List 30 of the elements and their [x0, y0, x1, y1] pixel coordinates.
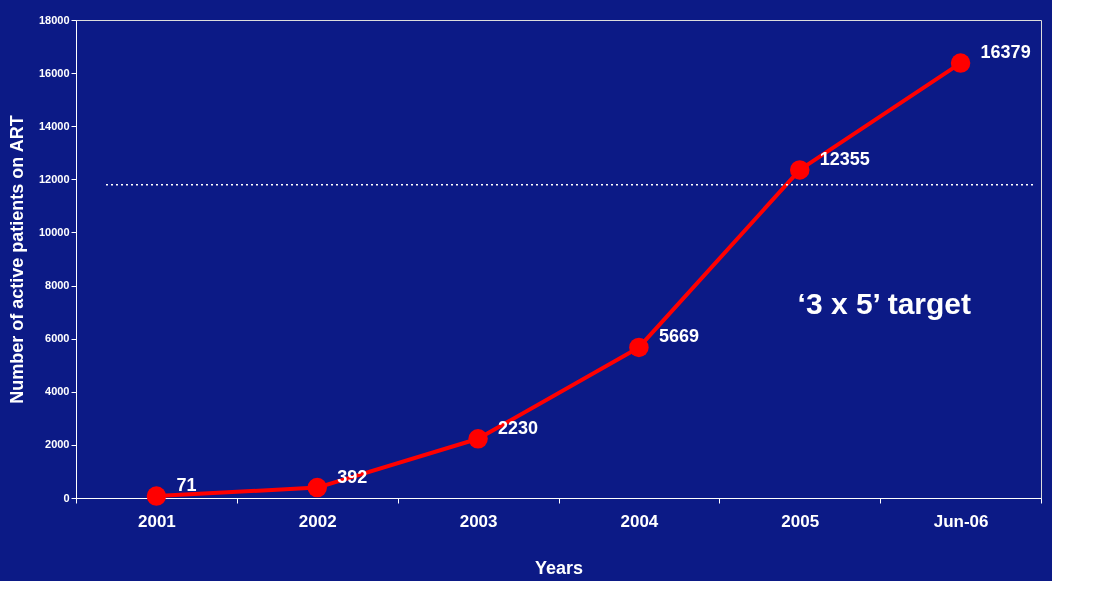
x-tick-label: 2001 — [138, 511, 176, 531]
point — [146, 486, 167, 506]
y-tick-label: 10000 — [38, 225, 70, 238]
y-tick-label: 16000 — [38, 66, 70, 79]
x-tick-label: 2005 — [781, 511, 820, 531]
y-tick-label: 2000 — [45, 438, 70, 451]
point — [629, 337, 649, 358]
y-tick-label: 8000 — [45, 279, 70, 292]
x-axis-title: Years — [534, 557, 584, 578]
data-label: 2230 — [498, 417, 539, 438]
x-tick-label: Jun-06 — [933, 511, 989, 531]
y-tick-label: 12000 — [38, 172, 70, 185]
data-label: 5669 — [658, 326, 699, 347]
point — [790, 160, 810, 180]
point — [468, 429, 488, 449]
x-tick-label: 2003 — [459, 511, 498, 531]
y-tick-label: 0 — [63, 491, 70, 504]
data-label: 16379 — [980, 42, 1031, 63]
x-tick-label: 2002 — [298, 511, 337, 531]
point — [950, 53, 971, 73]
data-label: 12355 — [819, 148, 870, 169]
y-tick-label: 14000 — [38, 119, 70, 132]
point — [307, 477, 327, 498]
y-axis-title: Number of active patients on ART — [6, 115, 27, 404]
ref-line-label: ‘3 x 5’ target — [797, 286, 971, 320]
x-tick-label: 2004 — [620, 511, 659, 531]
y-tick-label: 6000 — [45, 332, 70, 345]
y-tick-label: 4000 — [45, 385, 70, 398]
y-tick-label: 18000 — [38, 13, 70, 26]
data-label: 71 — [176, 475, 197, 496]
